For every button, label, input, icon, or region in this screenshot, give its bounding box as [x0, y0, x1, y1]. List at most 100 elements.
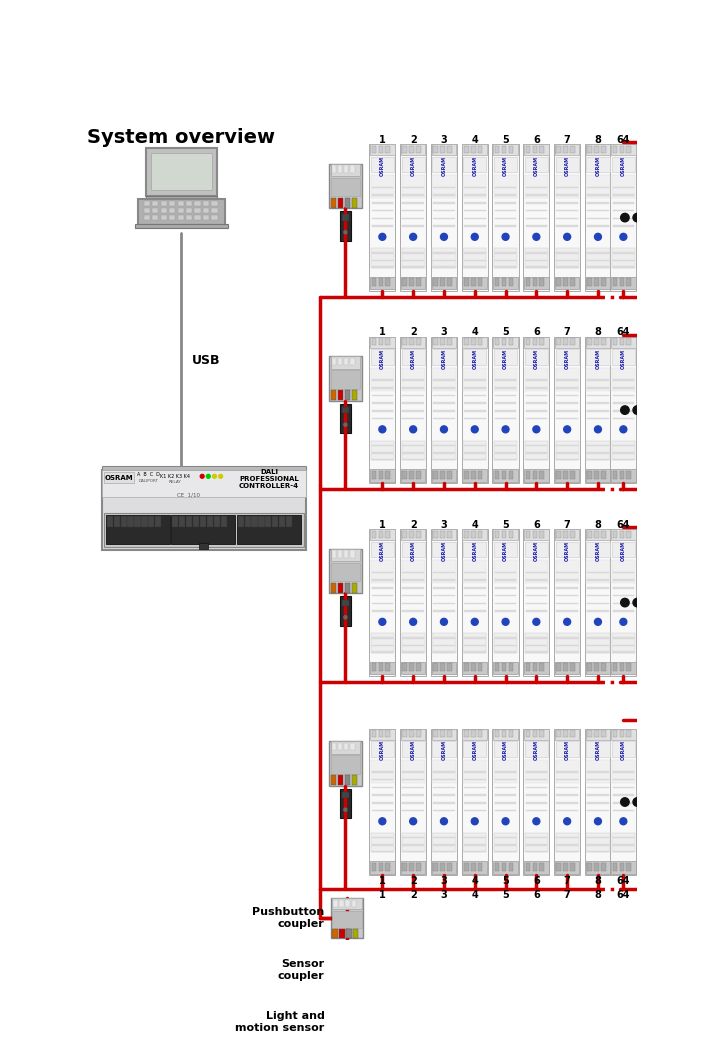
- Bar: [587, 146, 592, 153]
- Bar: [432, 337, 457, 347]
- Bar: [401, 529, 425, 541]
- Bar: [344, 197, 350, 208]
- Circle shape: [533, 619, 540, 625]
- Bar: [350, 165, 354, 173]
- Bar: [587, 652, 608, 653]
- Bar: [371, 350, 394, 364]
- Bar: [570, 731, 575, 737]
- Circle shape: [344, 808, 347, 811]
- Bar: [251, 516, 258, 527]
- Bar: [495, 637, 516, 639]
- Bar: [440, 279, 444, 286]
- Bar: [433, 395, 454, 396]
- Bar: [160, 202, 167, 206]
- Bar: [586, 634, 609, 653]
- Bar: [613, 850, 634, 852]
- Bar: [432, 529, 457, 541]
- Bar: [378, 731, 383, 737]
- Bar: [556, 561, 579, 583]
- Circle shape: [533, 233, 540, 241]
- Bar: [462, 145, 488, 290]
- Bar: [331, 899, 363, 939]
- Bar: [464, 850, 486, 852]
- Text: 64: 64: [616, 327, 630, 337]
- Bar: [532, 339, 537, 345]
- Bar: [409, 731, 414, 737]
- Bar: [525, 379, 547, 381]
- Text: 8: 8: [594, 135, 601, 145]
- Bar: [611, 662, 635, 674]
- Bar: [495, 210, 516, 211]
- Bar: [331, 775, 336, 785]
- Bar: [464, 225, 486, 227]
- Bar: [433, 779, 454, 780]
- Bar: [594, 863, 599, 870]
- Text: 1: 1: [379, 135, 386, 145]
- Bar: [371, 759, 394, 782]
- Bar: [340, 211, 351, 241]
- Bar: [540, 146, 544, 153]
- Bar: [433, 637, 454, 639]
- Bar: [155, 516, 161, 527]
- Bar: [433, 218, 454, 220]
- Bar: [344, 775, 350, 785]
- Bar: [102, 470, 306, 550]
- Bar: [557, 452, 578, 454]
- Bar: [402, 833, 425, 852]
- Bar: [587, 202, 608, 204]
- Bar: [433, 802, 454, 804]
- Bar: [613, 410, 634, 412]
- Bar: [464, 663, 469, 672]
- Bar: [370, 529, 395, 541]
- Text: OSRAM: OSRAM: [410, 740, 415, 760]
- Circle shape: [440, 817, 447, 825]
- Bar: [495, 863, 499, 870]
- Text: 8: 8: [594, 875, 601, 886]
- Bar: [433, 663, 438, 672]
- Bar: [525, 836, 547, 838]
- Bar: [464, 610, 486, 611]
- Bar: [495, 410, 516, 412]
- Bar: [433, 771, 454, 773]
- Bar: [203, 208, 209, 213]
- Bar: [403, 187, 424, 188]
- Circle shape: [502, 426, 509, 433]
- Circle shape: [207, 474, 210, 478]
- Bar: [401, 469, 425, 482]
- Circle shape: [440, 619, 447, 625]
- Bar: [594, 731, 599, 737]
- Circle shape: [594, 426, 601, 433]
- Bar: [433, 595, 454, 597]
- Circle shape: [564, 233, 571, 241]
- Bar: [586, 862, 611, 873]
- Bar: [371, 595, 393, 597]
- Bar: [339, 900, 344, 907]
- Bar: [440, 863, 444, 870]
- Bar: [431, 529, 457, 676]
- Bar: [557, 339, 561, 345]
- Text: 7: 7: [564, 327, 571, 337]
- Bar: [495, 845, 516, 846]
- Bar: [471, 339, 476, 345]
- Bar: [160, 215, 167, 220]
- Bar: [432, 833, 456, 852]
- Text: 3: 3: [441, 520, 447, 530]
- Circle shape: [344, 423, 347, 427]
- Bar: [525, 663, 530, 672]
- Bar: [416, 279, 421, 286]
- Bar: [525, 248, 548, 267]
- Bar: [266, 516, 271, 527]
- Bar: [371, 187, 393, 188]
- Bar: [471, 531, 476, 538]
- Bar: [613, 652, 634, 653]
- Bar: [402, 634, 425, 653]
- Bar: [433, 458, 454, 460]
- Bar: [471, 731, 476, 737]
- Text: Pushbutton
coupler: Pushbutton coupler: [252, 907, 324, 929]
- Bar: [586, 542, 609, 558]
- Bar: [502, 279, 506, 286]
- Bar: [433, 845, 454, 846]
- Bar: [403, 452, 424, 454]
- Bar: [495, 218, 516, 220]
- Bar: [587, 386, 608, 389]
